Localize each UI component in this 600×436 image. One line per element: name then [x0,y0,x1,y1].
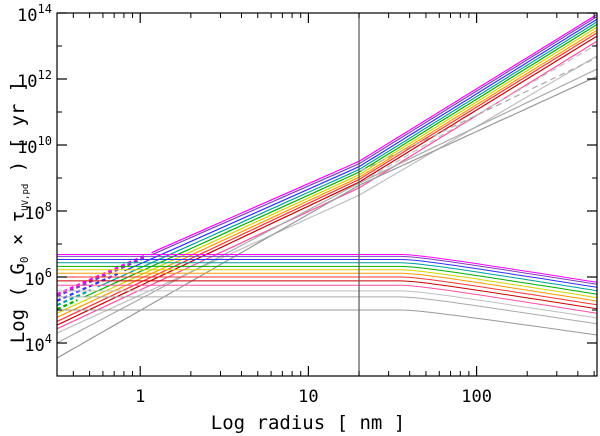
upper-series-13 [56,75,598,359]
lower-series-4 [57,262,598,292]
upper-series-11-alt [360,43,598,184]
x-axis-label: Log radius [ nm ] [211,412,405,434]
lower-series-8 [57,276,598,306]
lower-series-10 [57,284,598,314]
lower-series-3 [57,259,598,288]
lower-series-11 [57,290,598,319]
upper-series-6 [56,26,598,314]
y-axis-label-prefix: Log ( G [7,263,29,343]
upper-series-12 [56,68,598,344]
y-axis-label: Log ( G0 × τUV,pd ) [ yr ] [7,81,31,344]
upper-series-5-dashed [56,299,78,311]
upper-series-1-dashed [56,254,146,296]
y-tick-label-exponent: 10 [38,134,52,148]
upper-series-2 [151,16,598,256]
y-tick-label-base: 10 [24,270,44,290]
y-axis-label-tau-subscript: UV,pd [21,184,31,211]
lower-series-9 [57,280,598,310]
y-tick-label-4: 1010 [17,134,52,158]
y-tick-label-6: 1014 [17,2,52,26]
upper-series-5 [83,23,598,298]
upper-series-3 [124,18,598,272]
upper-series-9 [56,35,598,326]
y-tick-label-base: 10 [24,204,44,224]
x-tick-label-3: 100 [461,387,492,407]
y-tick-label-base: 10 [17,72,37,92]
y-tick-label-5: 1012 [17,68,52,92]
upper-series-11 [56,55,598,334]
y-tick-label-exponent: 14 [38,2,52,16]
y-tick-label-exponent: 8 [45,200,52,214]
y-tick-label-base: 10 [17,6,37,26]
lower-series-6 [57,269,598,299]
y-axis-label-suffix: ) [ yr ] [7,81,29,184]
y-axis-label-mid: × τ [7,211,29,257]
upper-series-4-dashed [56,288,92,307]
lower-series-13 [57,309,598,336]
lower-series-1 [57,254,598,283]
lower-series-5 [57,265,598,295]
x-tick-label-2: 10 [298,387,318,407]
upper-series-2-dashed [56,256,146,298]
y-tick-label-base: 10 [24,336,44,356]
y-tick-label-base: 10 [17,138,37,158]
upper-series-12-alt [360,56,598,172]
y-tick-label-exponent: 12 [38,68,52,82]
y-axis-label-g-subscript: 0 [18,257,31,264]
upper-series-7 [56,29,598,318]
series-layer [56,13,598,359]
y-tick-label-1: 104 [24,332,52,356]
plot-frame [56,12,598,377]
x-tick-label-1: 1 [135,387,145,407]
upper-series-10 [56,40,598,330]
lower-series-7 [57,272,598,302]
y-tick-label-exponent: 6 [45,266,52,280]
y-tick-label-exponent: 4 [45,332,52,346]
lower-series-12 [57,296,598,325]
upper-series-1 [151,13,598,254]
lower-series-2 [57,255,598,285]
upper-series-4 [97,21,598,288]
y-tick-label-2: 106 [24,266,52,290]
y-tick-label-3: 108 [24,200,52,224]
upper-series-8 [56,32,598,322]
